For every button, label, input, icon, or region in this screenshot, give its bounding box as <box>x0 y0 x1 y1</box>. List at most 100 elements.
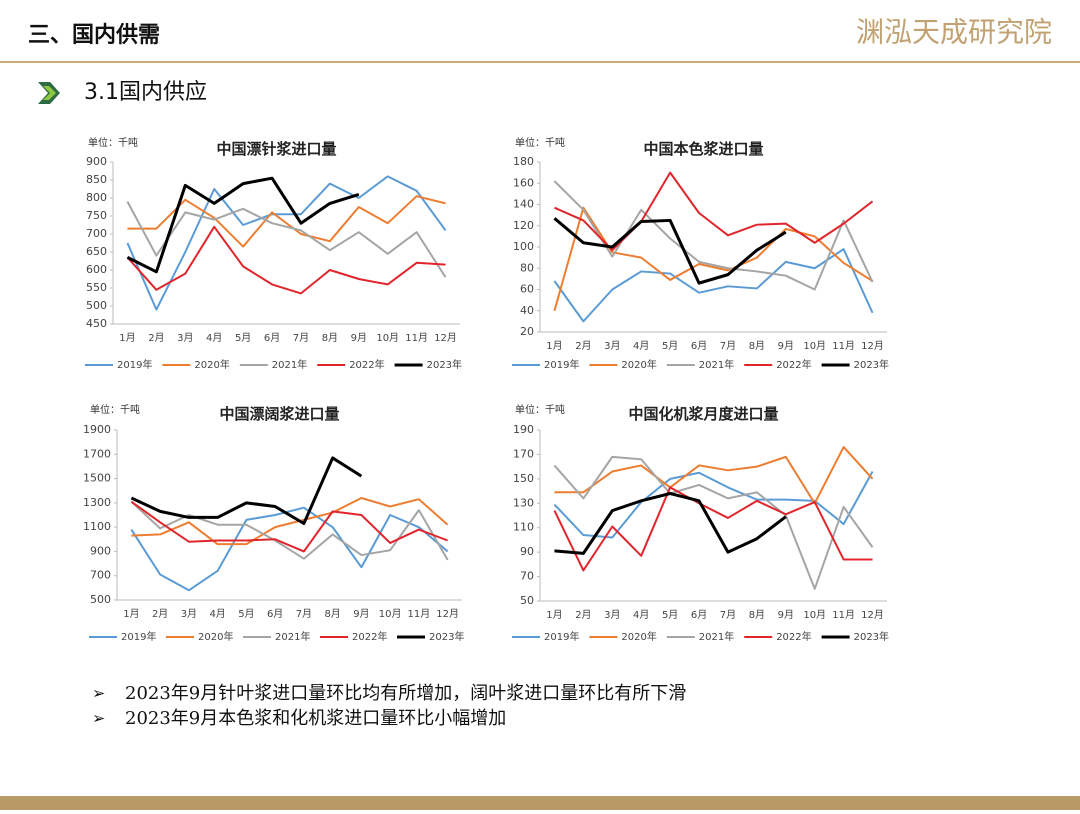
x-tick-label: 7月 <box>720 609 736 621</box>
legend-label: 2019年 <box>121 630 156 643</box>
series-line <box>126 175 447 311</box>
y-tick-label: 120 <box>513 219 534 232</box>
series-line <box>553 486 873 572</box>
legend-label: 2019年 <box>544 358 579 371</box>
unit-label: 单位：千吨 <box>515 136 565 149</box>
chart-title: 中国漂针浆进口量 <box>216 140 336 158</box>
x-tick-label: 6月 <box>264 332 280 344</box>
y-tick-label: 110 <box>513 521 534 534</box>
y-tick-label: 1300 <box>83 496 111 509</box>
legend-label: 2023年 <box>427 358 462 371</box>
x-tick-label: 9月 <box>778 340 794 352</box>
x-tick-label: 11月 <box>405 332 428 344</box>
series-line <box>553 471 874 539</box>
y-tick-label: 60 <box>520 283 534 296</box>
y-tick-label: 80 <box>520 261 534 274</box>
section-icon <box>38 82 60 104</box>
y-tick-label: 190 <box>513 423 534 436</box>
legend-label: 2023年 <box>854 358 889 371</box>
bullet: 2023年9月针叶浆进口量环比均有所增加，阔叶浆进口量环比有所下滑 <box>125 683 686 704</box>
slide-title: 三、国内供需 <box>28 22 160 48</box>
series-line <box>127 195 446 248</box>
y-tick-label: 40 <box>520 304 534 317</box>
y-tick-label: 170 <box>513 447 534 460</box>
series-line <box>130 500 448 553</box>
x-tick-label: 8月 <box>324 608 340 620</box>
bullet-icon: ➢ <box>92 684 105 703</box>
x-tick-label: 11月 <box>408 608 431 620</box>
y-tick-label: 100 <box>513 240 534 253</box>
x-tick-label: 8月 <box>749 609 765 621</box>
x-tick-label: 2月 <box>575 340 591 352</box>
unit-label: 单位：千吨 <box>90 403 140 416</box>
legend-label: 2023年 <box>854 630 889 643</box>
x-tick-label: 12月 <box>861 609 884 621</box>
legend-label: 2021年 <box>275 630 310 643</box>
chart-title: 中国漂阔浆进口量 <box>219 405 339 423</box>
x-tick-label: 7月 <box>293 332 309 344</box>
x-tick-label: 11月 <box>832 340 855 352</box>
legend-label: 2021年 <box>272 358 307 371</box>
y-tick-label: 90 <box>520 545 534 558</box>
x-tick-label: 2月 <box>152 608 168 620</box>
series-line <box>553 455 874 590</box>
x-tick-label: 10月 <box>376 332 399 344</box>
y-tick-label: 1500 <box>83 472 111 485</box>
x-tick-label: 10月 <box>803 609 826 621</box>
chart-title: 中国本色浆进口量 <box>643 140 763 158</box>
legend-label: 2020年 <box>194 358 229 371</box>
logo: 渊泓天成研究院 <box>856 16 1052 49</box>
x-tick-label: 4月 <box>633 340 649 352</box>
x-tick-label: 5月 <box>235 332 251 344</box>
legend-label: 2020年 <box>198 630 233 643</box>
y-tick-label: 900 <box>90 544 111 557</box>
legend-label: 2019年 <box>117 358 152 371</box>
x-tick-label: 12月 <box>436 608 459 620</box>
y-tick-label: 150 <box>513 472 534 485</box>
x-tick-label: 8月 <box>322 332 338 344</box>
series-line <box>130 456 363 525</box>
y-tick-label: 130 <box>513 496 534 509</box>
x-tick-label: 5月 <box>238 608 254 620</box>
legend-label: 2022年 <box>776 630 811 643</box>
legend-label: 2022年 <box>776 358 811 371</box>
y-tick-label: 1900 <box>83 423 111 436</box>
series-line <box>126 201 447 278</box>
y-tick-label: 850 <box>86 173 107 186</box>
y-tick-label: 700 <box>86 227 107 240</box>
x-tick-label: 3月 <box>177 332 193 344</box>
series-line <box>553 248 874 323</box>
x-tick-label: 2月 <box>148 332 164 344</box>
x-tick-label: 9月 <box>353 608 369 620</box>
x-tick-label: 1月 <box>546 340 562 352</box>
legend-label: 2019年 <box>544 630 579 643</box>
y-tick-label: 550 <box>86 281 107 294</box>
legend-label: 2020年 <box>621 630 656 643</box>
x-tick-label: 3月 <box>181 608 197 620</box>
x-tick-label: 2月 <box>575 609 591 621</box>
x-tick-label: 1月 <box>119 332 135 344</box>
unit-label: 单位：千吨 <box>515 403 565 416</box>
y-tick-label: 160 <box>513 176 534 189</box>
x-tick-label: 1月 <box>123 608 139 620</box>
y-tick-label: 1100 <box>83 520 111 533</box>
section-title: 3.1国内供应 <box>84 80 207 105</box>
legend-label: 2022年 <box>349 358 384 371</box>
section-icon-inner <box>43 86 56 100</box>
legend-label: 2023年 <box>429 630 464 643</box>
legend-label: 2021年 <box>699 630 734 643</box>
legend-label: 2022年 <box>352 630 387 643</box>
series-line <box>554 492 787 555</box>
y-tick-label: 500 <box>86 299 107 312</box>
y-tick-label: 180 <box>513 155 534 168</box>
series-line <box>130 506 449 592</box>
x-tick-label: 6月 <box>267 608 283 620</box>
y-tick-label: 650 <box>86 245 107 258</box>
x-tick-label: 4月 <box>209 608 225 620</box>
bullet-icon: ➢ <box>92 709 105 728</box>
y-tick-label: 1700 <box>83 447 111 460</box>
x-tick-label: 3月 <box>604 340 620 352</box>
chart-title: 中国化机浆月度进口量 <box>628 405 778 423</box>
x-tick-label: 4月 <box>633 609 649 621</box>
